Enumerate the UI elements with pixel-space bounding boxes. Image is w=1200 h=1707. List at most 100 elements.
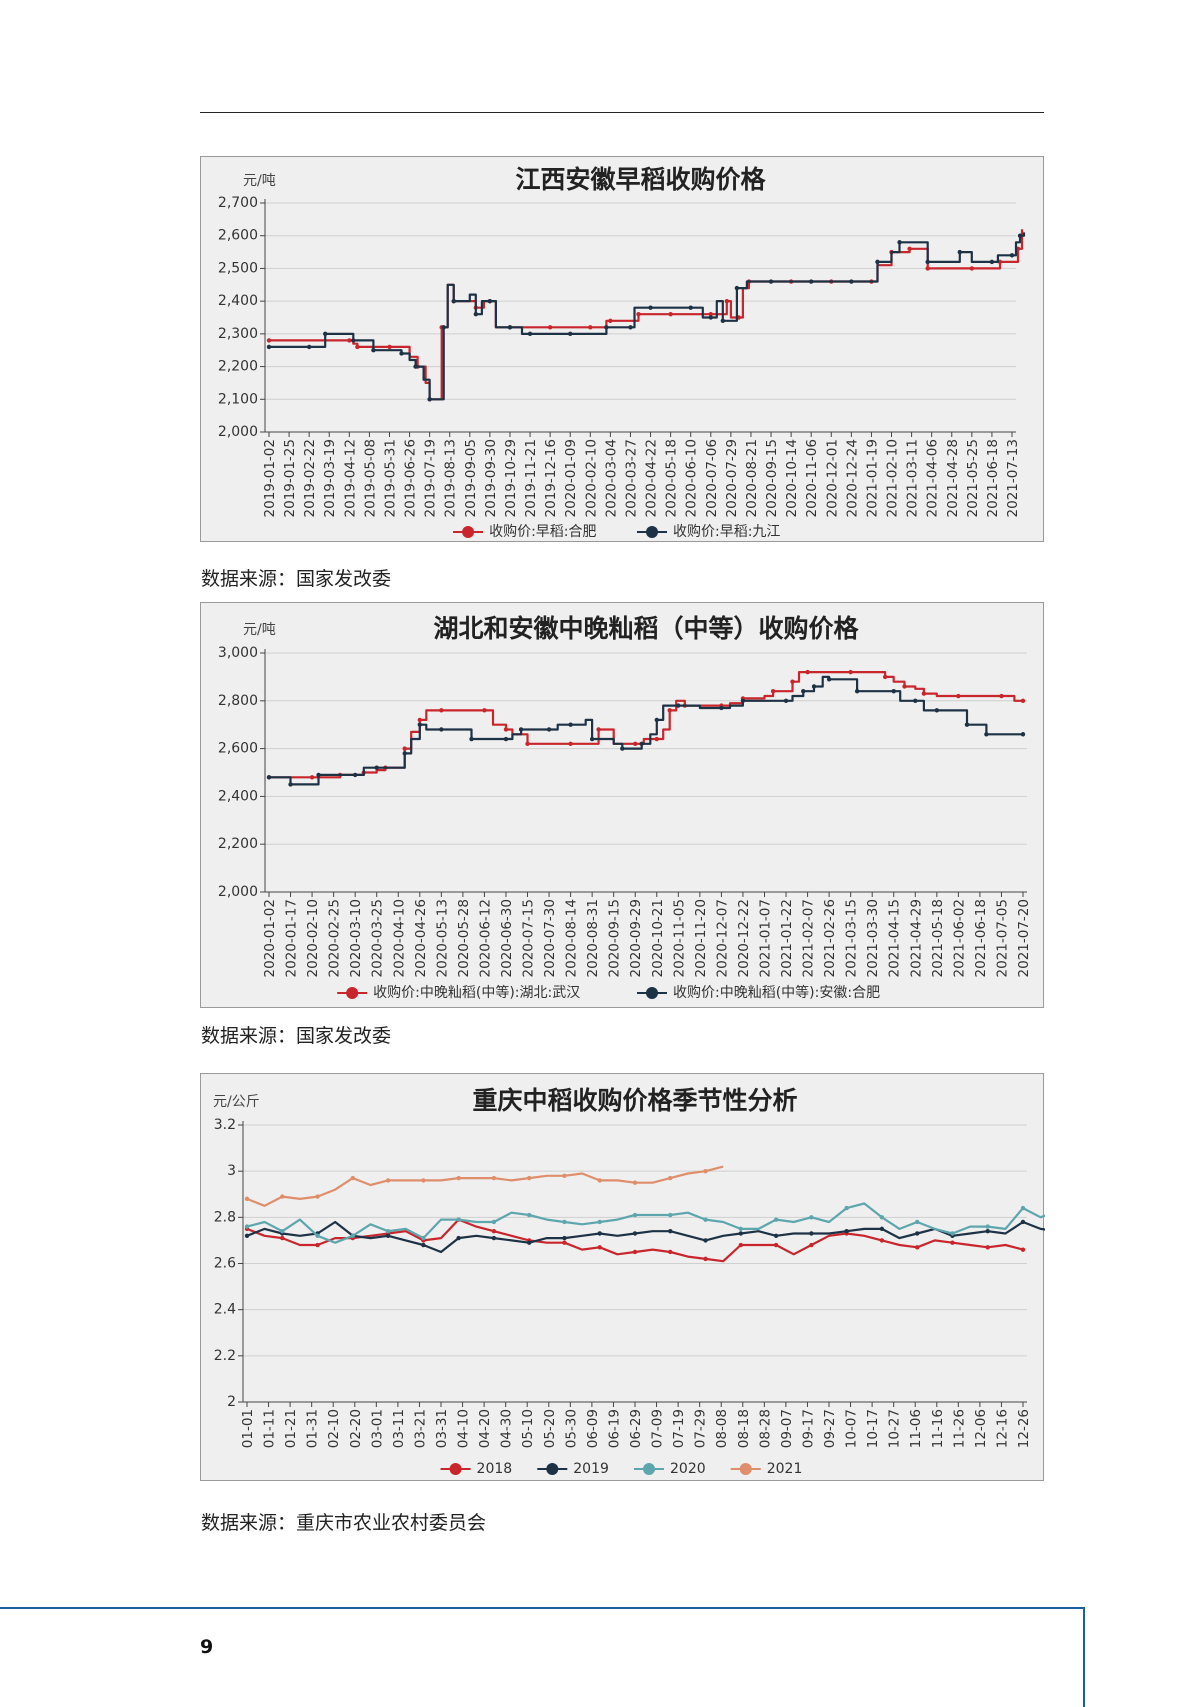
footer-frame: [0, 1607, 1085, 1707]
x-tick-label: 2020-02-25: [327, 899, 343, 977]
x-tick-label: 2021-07-13: [1005, 439, 1021, 517]
y-tick-label: 2,200: [218, 359, 258, 375]
series-point: [280, 1235, 285, 1241]
y-tick-label: 3: [227, 1163, 236, 1179]
series-point: [844, 1205, 849, 1211]
x-tick-label: 2019-12-16: [543, 439, 559, 517]
series-point: [844, 1228, 849, 1234]
series-point: [562, 1235, 567, 1241]
series-point: [608, 318, 613, 323]
series-point: [703, 1217, 708, 1222]
x-tick-label: 06-29: [628, 1409, 644, 1448]
x-tick-label: 11-06: [908, 1409, 924, 1448]
series-point: [808, 279, 814, 284]
series-line-0: [269, 229, 1024, 401]
series-point: [921, 691, 927, 696]
chart-title: 重庆中稻收购价格季节性分析: [472, 1086, 797, 1115]
series-point: [562, 1173, 567, 1178]
series-point: [597, 1178, 602, 1183]
series-point: [632, 1180, 638, 1185]
series-point: [667, 708, 672, 713]
series-point: [632, 1212, 638, 1218]
series-point: [387, 344, 392, 350]
series-point: [902, 684, 907, 689]
series-point: [306, 344, 312, 350]
x-tick-label: 04-30: [499, 1409, 515, 1448]
series-line-3: [246, 1165, 724, 1207]
x-tick-label: 2020-03-04: [603, 439, 619, 517]
series-point: [950, 1231, 955, 1236]
series-point: [854, 689, 860, 694]
legend-marker: [346, 987, 359, 999]
series-point: [811, 684, 817, 689]
x-tick-label: 04-20: [477, 1409, 493, 1448]
x-tick-label: 2019-11-21: [523, 439, 539, 517]
x-tick-label: 10-07: [844, 1409, 860, 1448]
series-point: [985, 1228, 990, 1234]
y-unit-label: 元/吨: [243, 622, 276, 638]
x-tick-label: 10-27: [887, 1409, 903, 1448]
x-tick-label: 03-11: [391, 1409, 407, 1448]
series-point: [347, 338, 352, 343]
legend-label: 收购价:中晚籼稻(中等):安徽:合肥: [673, 984, 880, 1001]
series-point: [280, 1194, 285, 1199]
x-tick-label: 2020-01-09: [563, 439, 579, 517]
series-point: [385, 1178, 391, 1183]
chart2-svg: 重庆中稻收购价格季节性分析 元/公斤 2 2.2 2.4 2.6 2.8 3 3.2 01-01 0…: [213, 1086, 1045, 1477]
x-tick-label: 2019-09-05: [463, 439, 479, 517]
series-point: [244, 1196, 250, 1202]
x-tick-label: 10-17: [865, 1409, 881, 1448]
series-point: [668, 1228, 673, 1234]
y-unit-label: 元/吨: [243, 173, 276, 189]
series-point: [527, 331, 533, 337]
x-tick-label: 2020-04-10: [391, 899, 407, 977]
series-point: [309, 775, 315, 780]
series-point: [628, 325, 633, 330]
series-point: [316, 772, 321, 778]
y-tick-label: 2,000: [218, 884, 258, 900]
series-point: [491, 1228, 497, 1234]
x-tick-label: 2021-01-07: [757, 899, 773, 977]
y-tick-label: 2,600: [218, 228, 258, 244]
x-tick-label: 07-09: [650, 1409, 666, 1448]
series-point: [399, 351, 404, 356]
legend-marker: [646, 987, 658, 999]
y-tick-label: 2,100: [218, 391, 258, 407]
series-point: [1020, 698, 1026, 703]
x-tick-label: 2020-03-27: [623, 439, 639, 517]
source-note-3: 数据来源：重庆市农业农村委员会: [201, 1512, 487, 1534]
x-tick-label: 2021-04-06: [925, 439, 941, 517]
series-point: [875, 259, 880, 265]
series-point: [985, 1245, 990, 1250]
series-point: [1020, 732, 1026, 737]
series-point: [720, 318, 726, 323]
series-point: [503, 727, 509, 732]
series-point: [385, 1233, 391, 1238]
y-tick-label: 2.2: [214, 1348, 236, 1364]
legend-label: 收购价:早稻:九江: [673, 524, 780, 540]
x-tick-label: 08-08: [714, 1409, 730, 1448]
series-point: [491, 1235, 497, 1241]
series-point: [925, 259, 930, 265]
x-tick-label: 01-01: [240, 1409, 256, 1448]
x-tick-label: 2020-02-10: [583, 439, 599, 517]
x-tick-label: 2019-09-30: [483, 439, 499, 517]
x-tick-label: 2020-11-06: [804, 439, 820, 517]
series-point: [801, 689, 806, 694]
x-tick-label: 2020-12-07: [714, 899, 730, 977]
series-point: [783, 698, 789, 703]
series-point: [350, 1233, 356, 1238]
y-tick-label: 2,300: [218, 326, 258, 342]
y-tick-label: 2.8: [214, 1209, 236, 1225]
y-tick-label: 2,800: [218, 693, 258, 709]
legend-item: 2019: [537, 1461, 609, 1477]
series-point: [439, 727, 444, 732]
x-tick-label: 2021-03-11: [905, 439, 921, 517]
series-point: [417, 717, 422, 723]
series-point: [964, 722, 970, 727]
series-point: [809, 1242, 814, 1248]
series-point: [879, 1215, 885, 1220]
series-point: [1020, 1205, 1026, 1211]
legend-item: 收购价:中晚籼稻(中等):湖北:武汉: [337, 984, 580, 1001]
series-point: [724, 298, 730, 304]
